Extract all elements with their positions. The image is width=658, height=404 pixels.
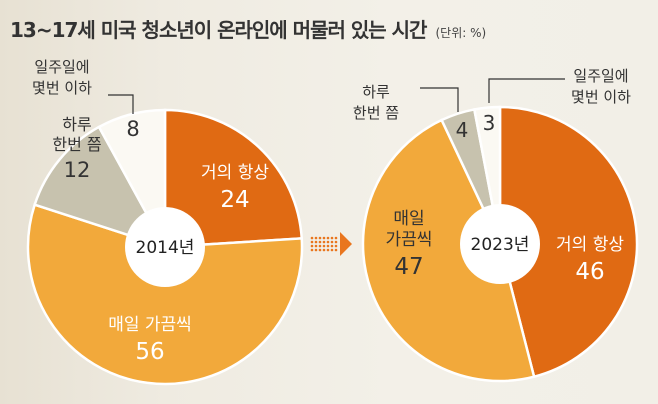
pie-1-value-several_daily: 56 (135, 339, 164, 365)
arrow-dot (318, 248, 322, 252)
pie-2-slice-several_daily (361, 118, 536, 383)
pie-2-category-once_day-1: 한번 쯤 (353, 104, 399, 122)
pie-2-value-almost_always: 46 (575, 259, 604, 285)
arrow-dot (330, 236, 334, 240)
arrow-dot (334, 236, 338, 240)
arrow-dot (314, 240, 318, 244)
pie-1-category-weekly_less-1: 몇번 이하 (32, 79, 92, 97)
pie-1-value-once_day: 12 (64, 158, 91, 182)
arrow-dot (318, 240, 322, 244)
pie-2-label-almost_always: 거의 항상 46 (556, 235, 624, 285)
pie-2-year-label: 2023년 (471, 235, 530, 255)
pie-2-center (460, 204, 540, 284)
pie-1-center (125, 207, 205, 287)
pie-2-category-weekly_less-1: 몇번 이하 (571, 88, 631, 106)
pie-2-category-weekly_less-0: 일주일에 (573, 67, 628, 85)
arrow-dot (334, 244, 338, 248)
arrow-dot (322, 248, 326, 252)
arrow-dot (326, 248, 330, 252)
arrow-dot (314, 236, 318, 240)
pie-1-slice-almost_always (163, 108, 304, 249)
pie-1-value-almost_always: 24 (220, 187, 249, 213)
pie-1-slice-several_daily (26, 203, 304, 386)
arrow-dot (330, 248, 334, 252)
pie-2-value-several_daily: 47 (394, 254, 423, 280)
arrow-dot (326, 236, 330, 240)
chart-title: 13~17세 미국 청소년이 온라인에 머물러 있는 시간 (10, 18, 427, 42)
arrow-dot (318, 244, 322, 248)
pie-1-slice-once_day (33, 125, 168, 250)
arrow-dot (322, 244, 326, 248)
pie-1-category-once_day-0: 하루 (62, 115, 91, 134)
arrow-icon (310, 232, 352, 256)
pie-2-slice-almost_always (498, 105, 639, 379)
arrow-dot (326, 244, 330, 248)
arrow-dot (322, 236, 326, 240)
pie-1-category-once_day-1: 한번 쯤 (52, 135, 101, 154)
pie-2-leader-weekly_less (488, 78, 565, 103)
pie-1-label-several_daily: 매일 가끔씩 56 (108, 315, 192, 365)
arrow-head (340, 232, 352, 256)
arrow-dot (334, 240, 338, 244)
pie-2-category-once_day-0: 하루 (362, 83, 390, 101)
arrow-dot (310, 236, 314, 240)
pie-2-value-once_day: 4 (456, 118, 469, 142)
pie-2-category-several_daily-1: 가끔씩 (386, 230, 433, 250)
arrow-dot (310, 244, 314, 248)
pie-1-leader-weekly_less (108, 94, 134, 114)
pie-1-category-several_daily-0: 매일 가끔씩 (108, 315, 192, 335)
pie-1-label-almost_always: 거의 항상 24 (201, 163, 269, 213)
pie-2-category-almost_always-0: 거의 항상 (556, 235, 624, 255)
arrow-dot (330, 244, 334, 248)
arrow-dot (310, 248, 314, 252)
pie-1-category-almost_always-0: 거의 항상 (201, 163, 269, 183)
title-row: 13~17세 미국 청소년이 온라인에 머물러 있는 시간 (단위: %) (10, 14, 486, 43)
pie-1-value-weekly_less: 8 (126, 117, 139, 141)
arrow-dot (314, 244, 318, 248)
pie-1-year-label: 2014년 (136, 238, 195, 258)
arrow-dot (330, 240, 334, 244)
arrow-dot (318, 236, 322, 240)
pie-2-leader-once_day (420, 87, 459, 112)
arrow-dot (334, 248, 338, 252)
arrow-dot (310, 240, 314, 244)
arrow-dot (314, 248, 318, 252)
pie-1-category-weekly_less-0: 일주일에 (34, 58, 89, 76)
unit-label: (단위: %) (435, 26, 487, 40)
pie-2-value-weekly_less: 3 (483, 111, 496, 135)
pie-2-category-several_daily-0: 매일 (393, 209, 424, 229)
arrow-dot (326, 240, 330, 244)
arrow-dot (322, 240, 326, 244)
